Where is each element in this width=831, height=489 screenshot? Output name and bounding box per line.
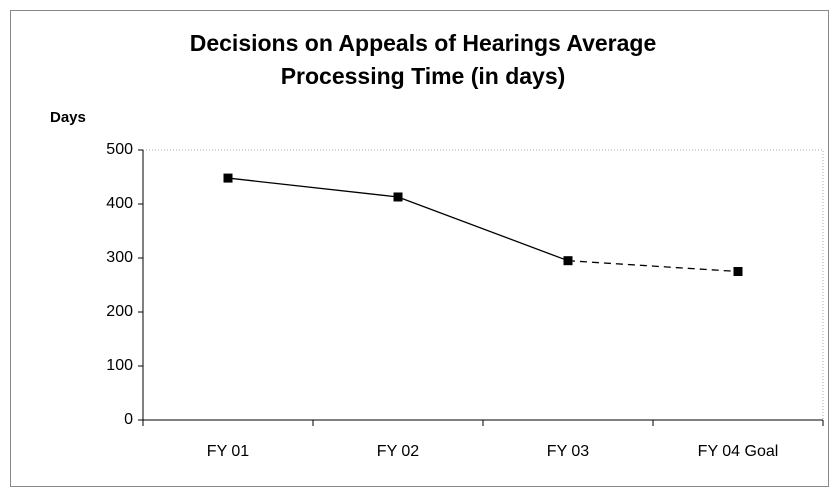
marker — [563, 256, 573, 266]
marker — [733, 267, 743, 276]
marker — [223, 173, 233, 183]
y-tick-label: 400 — [106, 195, 133, 212]
x-tick-label: FY 01 — [207, 443, 250, 460]
y-axis-label: Days — [50, 109, 86, 126]
y-tick-label: 300 — [106, 249, 133, 266]
chart-border — [10, 10, 829, 487]
y-tick-label: 0 — [124, 411, 133, 428]
line-segment — [227, 177, 399, 198]
line-segment — [397, 196, 569, 262]
x-tick-label: FY 03 — [547, 443, 590, 460]
chart-title: Decisions on Appeals of Hearings Average — [190, 30, 657, 56]
chart-title: Processing Time (in days) — [281, 63, 566, 89]
line-segment — [567, 260, 739, 273]
marker — [393, 192, 403, 202]
y-tick-label: 200 — [106, 303, 133, 320]
y-tick-label: 100 — [106, 357, 133, 374]
y-tick-label: 500 — [106, 141, 133, 158]
x-tick-label: FY 04 Goal — [698, 443, 779, 460]
x-tick-label: FY 02 — [377, 443, 420, 460]
